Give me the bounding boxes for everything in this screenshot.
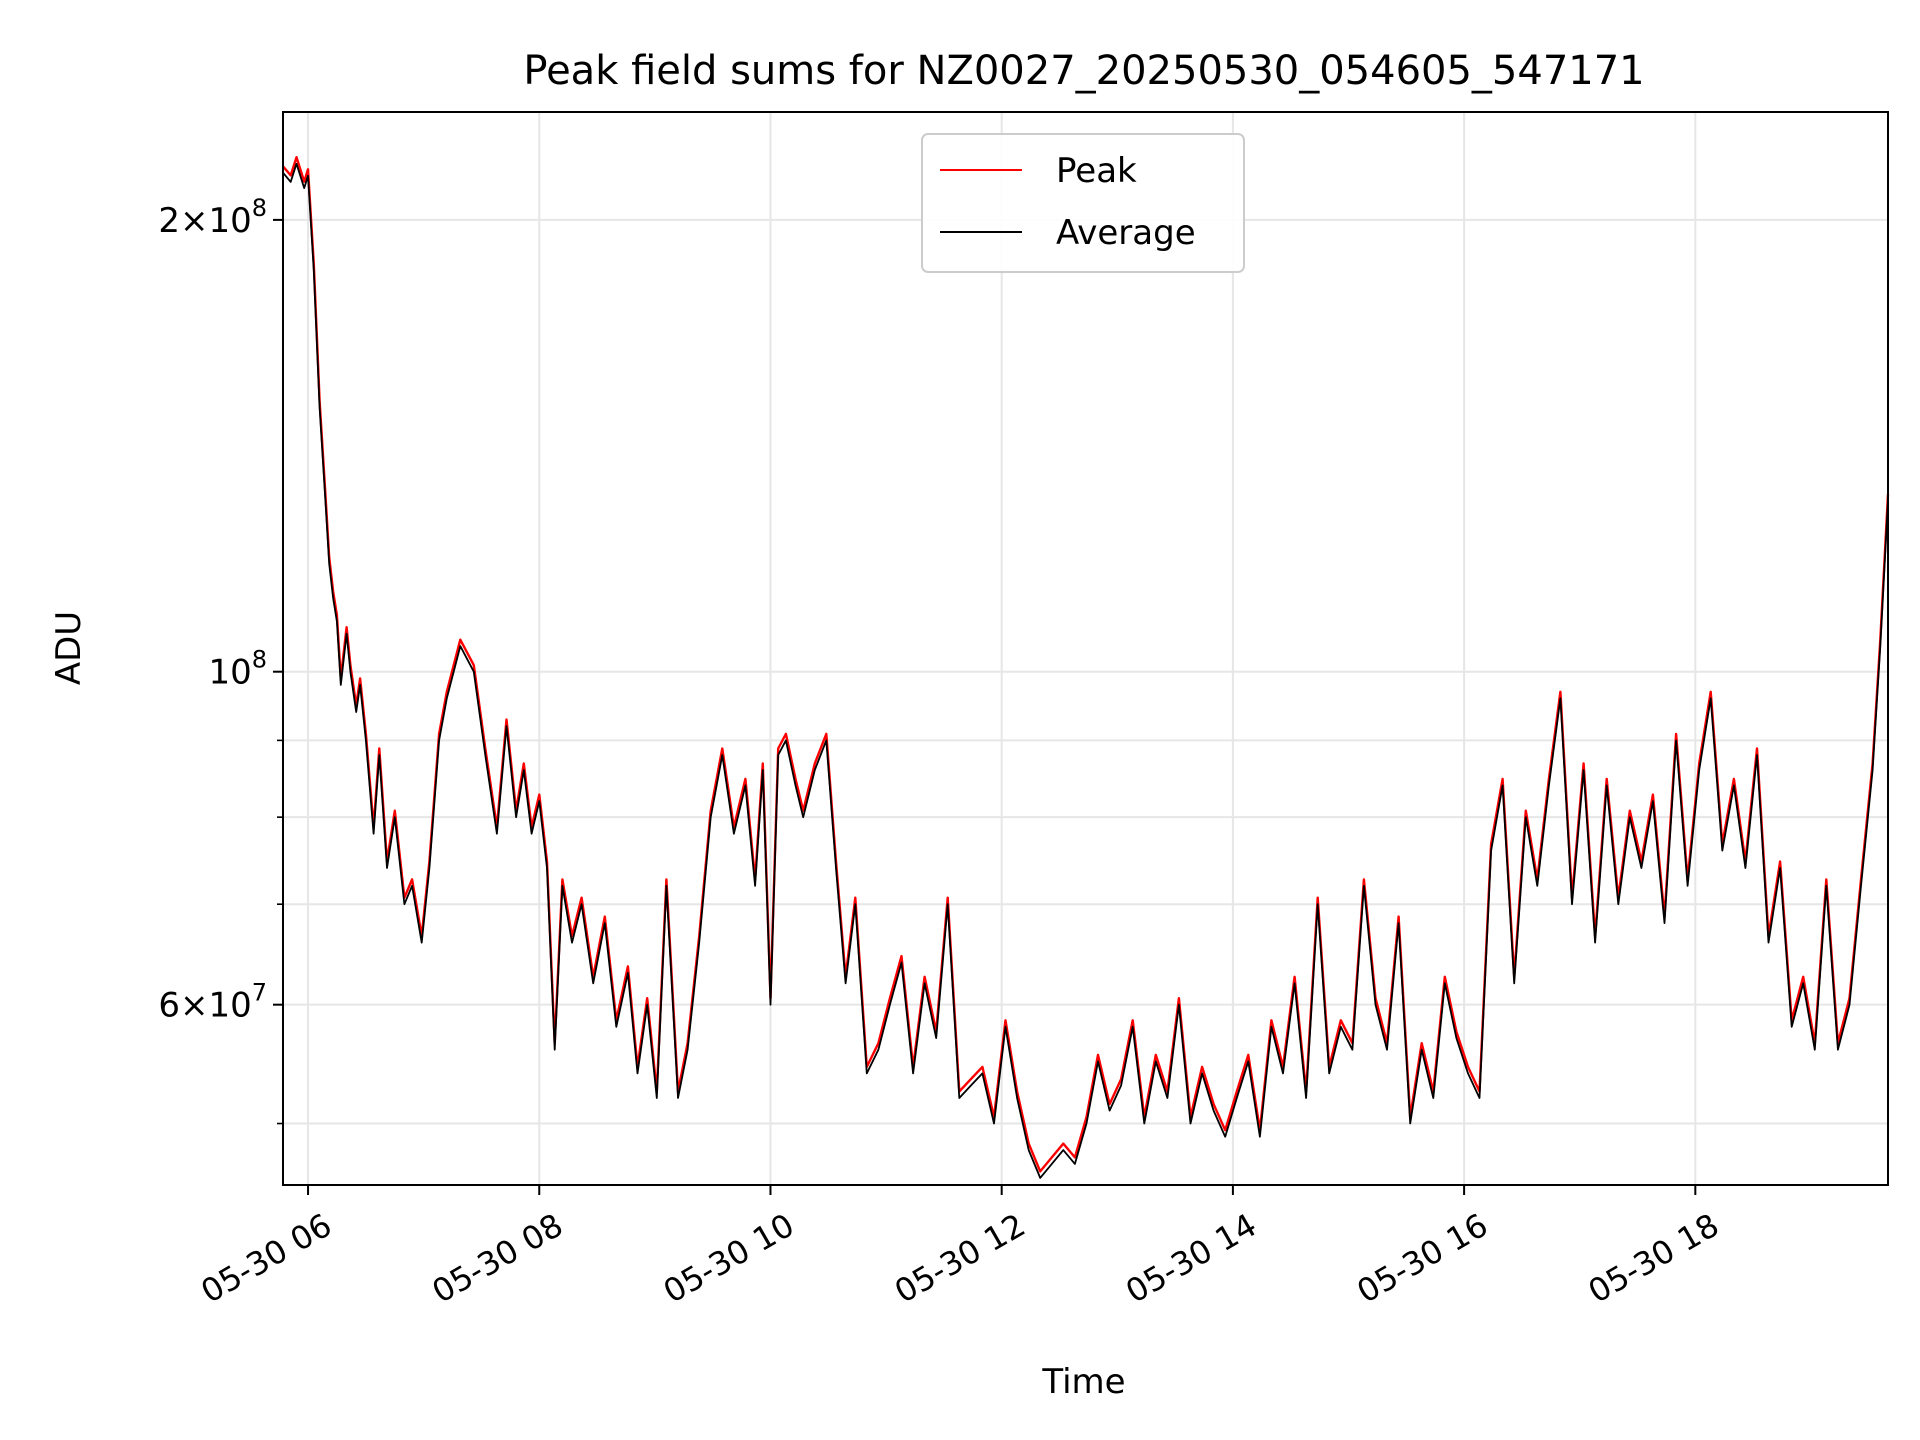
y-tick-mantissa: 2×10 [158, 201, 251, 241]
legend-label-peak: Peak [1056, 151, 1137, 191]
y-tick-mantissa: 6×10 [158, 986, 251, 1026]
x-axis-label: Time [1041, 1362, 1125, 1402]
plot-frame [282, 111, 1889, 1186]
legend-box [921, 133, 1245, 273]
y-tick-label: 2×108 [158, 194, 267, 241]
series-line-average [282, 162, 1889, 1179]
y-tick-exponent: 7 [252, 979, 267, 1007]
y-tick-mantissa: 10 [208, 653, 251, 693]
y-tick-exponent: 8 [252, 194, 267, 222]
chart-title: Peak field sums for NZ0027_20250530_0546… [523, 48, 1644, 94]
legend-label-average: Average [1056, 213, 1196, 253]
legend: Peak Average [921, 133, 1245, 273]
y-axis-label: ADU [49, 611, 89, 685]
y-tick-exponent: 8 [252, 646, 267, 674]
y-tick-label: 108 [208, 646, 267, 693]
series-layer [282, 155, 1890, 1179]
y-tick-label: 6×107 [158, 979, 267, 1026]
